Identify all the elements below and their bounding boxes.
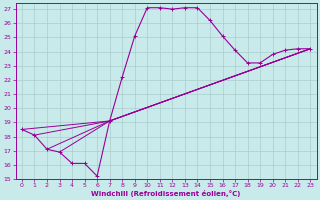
X-axis label: Windchill (Refroidissement éolien,°C): Windchill (Refroidissement éolien,°C) — [92, 190, 241, 197]
